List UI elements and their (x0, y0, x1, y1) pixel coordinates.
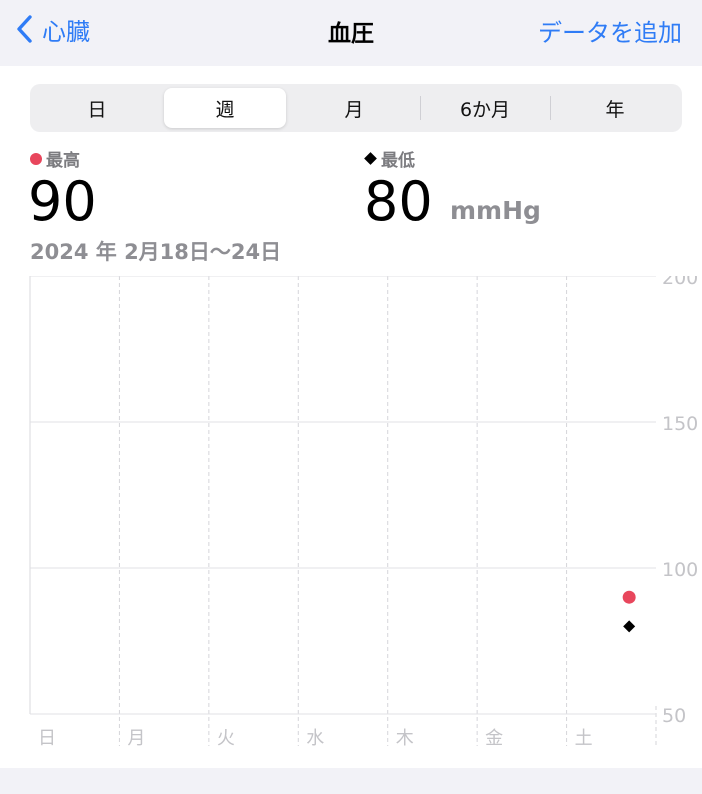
navigation-bar: 心臓 血圧 データを追加 (0, 0, 702, 66)
x-tick-label: 金 (485, 728, 503, 749)
y-tick-label: 150 (662, 413, 698, 435)
y-tick-label: 50 (662, 705, 686, 727)
x-tick-label: 木 (396, 728, 414, 749)
unit-label: mmHg (450, 196, 541, 225)
segment-week[interactable]: 週 (164, 88, 286, 128)
x-tick-label: 月 (127, 728, 145, 749)
systolic-legend: 最高 (30, 146, 80, 171)
systolic-value: 90 (28, 170, 97, 233)
systolic-dot-icon (30, 152, 42, 165)
diastolic-data-point (623, 620, 636, 633)
segment-year[interactable]: 年 (605, 98, 625, 121)
segment-day[interactable]: 日 (87, 98, 107, 121)
segment-divider (420, 96, 421, 120)
x-tick-label: 日 (38, 728, 56, 749)
y-tick-label: 200 (662, 276, 698, 289)
time-range-segmented-control: 日 週 月 6か月 年 (30, 84, 682, 132)
back-button[interactable]: 心臓 (14, 12, 90, 46)
diastolic-value: 80 (364, 170, 433, 233)
systolic-data-point (622, 590, 636, 604)
x-tick-label: 土 (575, 728, 593, 749)
add-data-button[interactable]: データを追加 (538, 19, 682, 47)
x-tick-label: 火 (217, 728, 235, 749)
date-range: 2024 年 2月18日〜24日 (30, 240, 282, 264)
content-card: 日 週 月 6か月 年 最高 最低 90 80 mmHg 2024 年 2月18… (0, 66, 702, 768)
segment-6-months[interactable]: 6か月 (459, 98, 511, 121)
segment-divider (550, 96, 551, 120)
chart-canvas: 200 150 100 50 日 月 火 水 木 金 土 (29, 276, 698, 749)
page-title: 血圧 (328, 21, 374, 47)
x-tick-label: 水 (306, 728, 324, 749)
chevron-left-icon (17, 15, 32, 43)
y-tick-label: 100 (662, 559, 698, 581)
blood-pressure-chart[interactable]: 200 150 100 50 日 月 火 水 木 金 土 (0, 276, 702, 756)
back-button-label: 心臓 (42, 17, 90, 46)
diastolic-legend: 最低 (364, 146, 415, 171)
segment-month[interactable]: 月 (344, 98, 364, 121)
systolic-label: 最高 (46, 151, 80, 171)
diastolic-diamond-icon (364, 152, 377, 165)
diastolic-label: 最低 (381, 151, 415, 171)
bottom-area (0, 768, 702, 794)
